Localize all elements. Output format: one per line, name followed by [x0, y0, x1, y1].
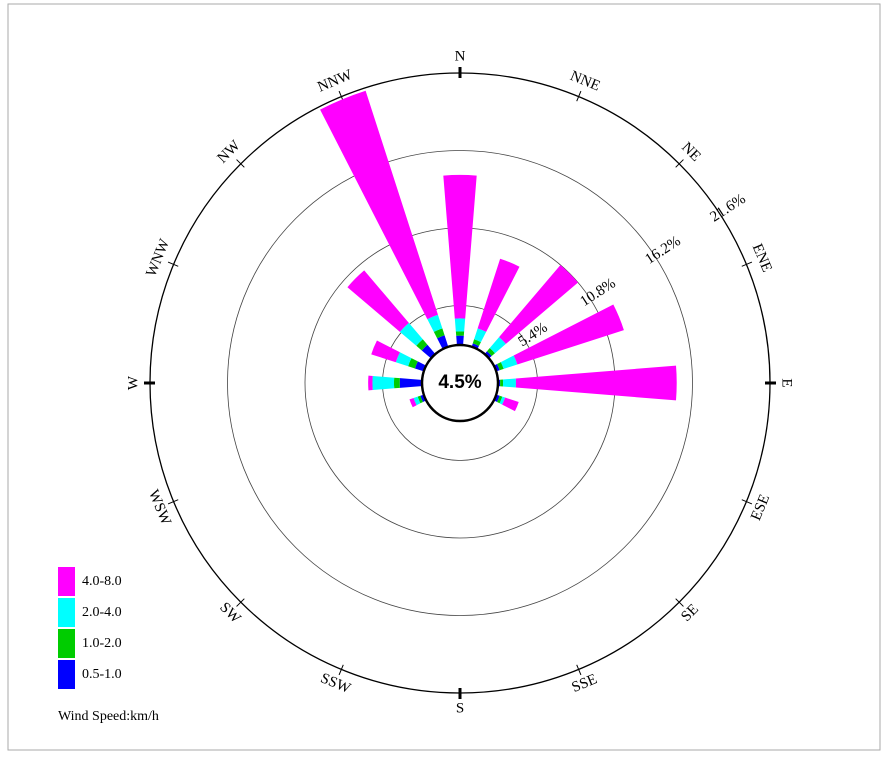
- bar-segment: [320, 90, 438, 320]
- bar-segment: [502, 378, 516, 388]
- legend-swatch: [58, 629, 75, 658]
- bar-segment: [399, 322, 423, 346]
- bar-segment: [513, 304, 624, 365]
- bar-segment: [409, 397, 417, 408]
- direction-label: S: [456, 700, 464, 716]
- direction-tick: [338, 664, 344, 676]
- bar-segment: [372, 375, 395, 391]
- legend-label: 1.0-2.0: [82, 636, 122, 651]
- direction-tick: [675, 598, 684, 607]
- bar-segment: [486, 348, 495, 357]
- legend-label: 0.5-1.0: [82, 667, 122, 682]
- direction-tick: [167, 261, 179, 267]
- bar-segment: [347, 270, 409, 332]
- bar-segment: [500, 379, 504, 387]
- direction-tick: [236, 159, 245, 168]
- calm-label: 4.5%: [438, 372, 481, 393]
- bar-segment: [489, 337, 506, 354]
- bar-segment: [515, 365, 677, 401]
- bar-segment: [416, 339, 428, 351]
- legend-swatch: [58, 567, 75, 596]
- legend-swatch: [58, 660, 75, 689]
- bar-segment: [497, 362, 504, 371]
- bar-segment: [408, 358, 418, 369]
- bar-segment: [443, 174, 477, 319]
- bar-segment: [502, 397, 519, 412]
- calm-circle: [420, 343, 500, 423]
- bar-segment: [499, 396, 506, 405]
- bar-segment: [395, 352, 412, 367]
- bar-segment: [455, 331, 465, 336]
- bar-segment: [393, 377, 400, 389]
- legend-title: Wind Speed:km/h: [58, 709, 159, 724]
- direction-label: N: [455, 48, 466, 64]
- legend-swatch: [58, 598, 75, 627]
- bar-segment: [417, 395, 423, 404]
- bar-segment: [500, 355, 518, 369]
- bar-segment: [368, 375, 373, 391]
- bar-segment: [454, 318, 466, 332]
- direction-tick: [576, 90, 582, 102]
- direction-tick: [576, 664, 582, 676]
- legend-label: 4.0-8.0: [82, 574, 122, 589]
- ring: [227, 150, 693, 616]
- direction-tick: [167, 499, 179, 505]
- bar-segment: [413, 396, 421, 406]
- direction-label: E: [779, 378, 795, 387]
- bar-segment: [497, 395, 503, 404]
- bar-segment: [427, 314, 443, 332]
- bar-segment: [371, 340, 400, 363]
- direction-tick: [741, 261, 753, 267]
- direction-tick: [675, 159, 684, 168]
- direction-label: W: [125, 375, 141, 390]
- direction-tick: [236, 598, 245, 607]
- bar-segment: [477, 258, 520, 332]
- bar-segment: [474, 328, 487, 343]
- direction-tick: [741, 499, 753, 505]
- bar-segment: [472, 339, 481, 346]
- bar-segment: [433, 328, 445, 339]
- legend-label: 2.0-4.0: [82, 605, 122, 620]
- bar-segment: [499, 264, 579, 344]
